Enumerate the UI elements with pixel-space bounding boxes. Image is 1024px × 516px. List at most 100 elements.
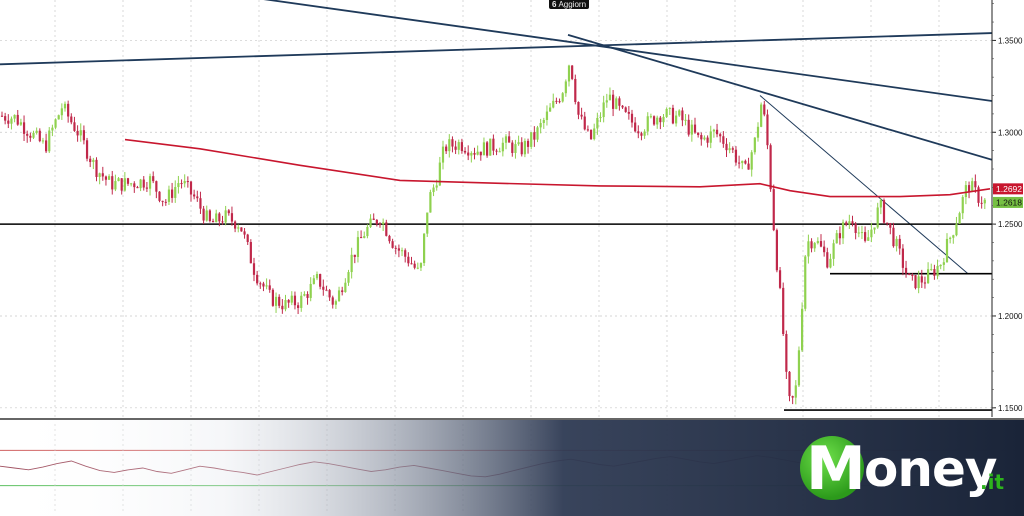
candle-body [668, 107, 671, 109]
candle [26, 130, 29, 143]
candle-body [794, 385, 797, 398]
candle-body [400, 250, 404, 252]
candle-body [164, 201, 167, 203]
candle-body [608, 94, 612, 101]
candle-body [955, 223, 958, 236]
candle-body [114, 181, 117, 190]
candle-body [643, 131, 646, 136]
candle-body [180, 183, 183, 185]
candle [108, 174, 111, 180]
candle-body [391, 241, 394, 248]
candle [489, 138, 492, 156]
candle-body [92, 159, 95, 163]
candle-body [306, 294, 309, 298]
candle [630, 109, 634, 128]
candle [652, 115, 656, 126]
candle [148, 173, 152, 196]
candle-body [423, 233, 426, 264]
candle-body [652, 116, 656, 125]
candle [675, 110, 678, 127]
candle-body [697, 132, 700, 136]
candle [111, 170, 114, 195]
candle-body [596, 117, 599, 129]
candle [41, 137, 45, 144]
candle [142, 176, 145, 191]
candle-body [823, 246, 826, 253]
candle [778, 267, 782, 290]
candle-body [419, 263, 423, 268]
candle-body [45, 140, 48, 152]
candle [949, 236, 952, 244]
candle-body [949, 237, 952, 239]
candle-body [328, 290, 331, 298]
candle [549, 103, 552, 112]
candle-body [681, 110, 684, 121]
candle-body [35, 130, 38, 133]
candle [347, 269, 350, 286]
candle [35, 127, 38, 135]
candle-body [259, 283, 262, 285]
candle-body [98, 173, 101, 177]
candle-body [747, 163, 750, 170]
candle-body [738, 162, 741, 164]
candle [608, 87, 612, 101]
candle [873, 227, 876, 234]
candle [826, 247, 829, 269]
candle [782, 282, 785, 337]
candle-body [334, 301, 337, 305]
candle-body [322, 286, 325, 290]
candle-body [347, 272, 350, 283]
candle [249, 239, 252, 264]
candle-body [864, 232, 867, 241]
candle-body [438, 162, 441, 186]
candle-body [287, 300, 290, 303]
candle [870, 222, 873, 243]
candle-body [237, 227, 240, 229]
candle-body [416, 267, 419, 269]
candle [895, 236, 898, 252]
money-it-logo: M oney .it [800, 434, 1010, 504]
candle-body [832, 243, 835, 259]
candle-body [520, 142, 523, 155]
candle [879, 198, 882, 215]
candle [640, 131, 643, 141]
candle-body [725, 143, 728, 151]
candle [158, 191, 161, 203]
candle-body [451, 139, 454, 147]
candle-body [974, 181, 977, 188]
candle [536, 125, 539, 143]
candle [79, 123, 82, 142]
candle [533, 126, 536, 147]
candle-body [712, 129, 715, 132]
candle-body [265, 285, 268, 287]
candle [810, 238, 813, 253]
candle-body [221, 221, 224, 223]
candle-body [495, 150, 498, 152]
candle [857, 226, 860, 238]
candle [942, 257, 945, 271]
candle [722, 131, 725, 148]
candle-body [744, 160, 747, 164]
candle [977, 185, 980, 207]
candle [183, 174, 186, 188]
update-button[interactable]: 6 Aggiorn [549, 0, 589, 9]
candle [621, 105, 624, 109]
candle [196, 190, 199, 202]
candle-body [838, 233, 841, 239]
candle-body [300, 295, 303, 308]
candle-body [498, 151, 501, 153]
candle [161, 200, 164, 207]
horizontal-levels [0, 223, 992, 411]
candle [467, 145, 470, 161]
candle-body [189, 181, 193, 195]
candle [769, 143, 772, 192]
candle-body [404, 250, 407, 257]
candle [980, 196, 983, 209]
candle [441, 140, 445, 170]
candle [766, 109, 769, 150]
candle [583, 111, 586, 131]
candle [463, 147, 467, 155]
candle-body [155, 181, 158, 192]
candle [804, 255, 807, 312]
candle [98, 172, 101, 185]
